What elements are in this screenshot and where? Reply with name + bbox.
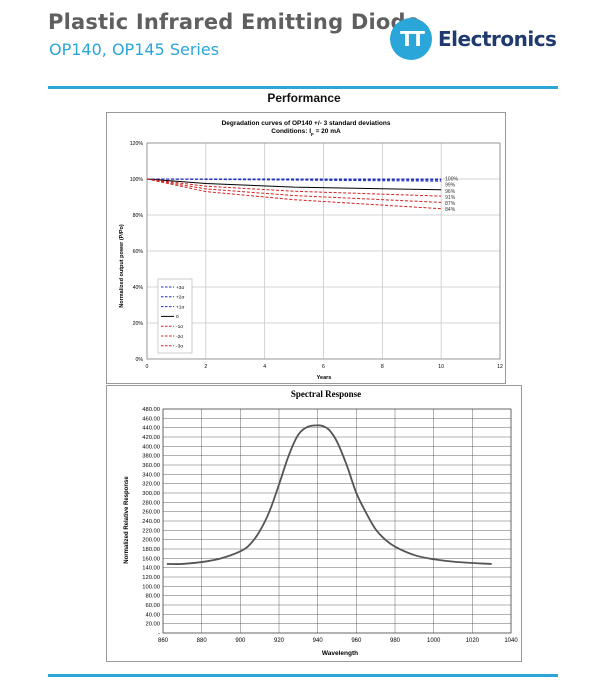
y-tick-label: 340.00 [142,472,160,478]
series-end-label: 84% [445,207,456,213]
y-tick-label: 420.00 [142,435,160,441]
y-tick-label: 20% [133,321,144,327]
y-tick-label: 360.00 [142,463,160,469]
x-tick-label: 4 [263,364,266,370]
y-axis-label: Normalized output power (P/Po) [119,224,125,308]
x-tick-label: 12 [497,364,503,370]
x-tick-label: 960 [351,638,362,644]
legend-entry: 0 [176,314,179,320]
y-tick-label: 20.00 [145,622,160,628]
series-end-label: 100% [445,177,458,183]
company-logo: TT Electronics [390,18,560,62]
spectral-curve [166,424,492,565]
y-tick-label: 160.00 [142,556,160,562]
x-tick-label: 980 [390,638,401,644]
y-tick-label: 40% [133,285,144,291]
legend-entry: -3σ [176,344,183,350]
y-tick-label: 80% [133,213,144,219]
y-tick-label: 60.00 [145,603,160,609]
chart-title: Spectral Response [291,389,361,399]
x-axis-label: Years [317,375,332,381]
chart-legend: +3σ +2σ +1σ 0 -1σ -2σ -3σ [157,278,193,354]
x-tick-label: 900 [235,638,246,644]
x-tick-label: 8 [381,364,384,370]
series-line [146,178,442,197]
y-tick-label: 300.00 [142,491,160,497]
degradation-chart: Degradation curves of OP140 +/- 3 standa… [106,112,506,384]
series-line [146,178,442,210]
series-end-label: 91% [445,195,456,201]
y-tick-label: 240.00 [142,519,160,525]
legend-entry: +2σ [176,295,184,301]
y-tick-label: 440.00 [142,426,160,432]
x-tick-label: 920 [274,638,285,644]
y-tick-label: 180.00 [142,547,160,553]
header-divider [48,86,558,89]
y-tick-label: 260.00 [142,510,160,516]
series-line [146,178,442,191]
y-tick-label: 100% [130,177,144,183]
legend-entry: +3σ [176,285,184,291]
spectral-response-chart: Spectral Response Normalized Relative Re… [106,385,522,662]
y-tick-label: 460.00 [142,416,160,422]
x-tick-label: 1000 [427,638,441,644]
y-axis-label: Normalized Relative Response [124,476,130,564]
section-title: Performance [267,91,341,105]
x-tick-label: 1020 [466,638,480,644]
y-tick-label: 380.00 [142,454,160,460]
series-end-label: 96% [445,189,456,195]
x-tick-label: 860 [158,638,169,644]
y-tick-label: 280.00 [142,500,160,506]
y-tick-label: 140.00 [142,566,160,572]
plot-area [146,142,501,360]
logo-mark-icon: TT [390,18,432,60]
y-tick-label: 0% [136,357,144,363]
y-tick-label: - [158,631,160,637]
y-tick-label: 100.00 [142,584,160,590]
x-tick-label: 1040 [504,638,518,644]
series-line [146,178,442,203]
y-tick-label: 40.00 [145,612,160,618]
x-axis-label: Wavelength [322,650,358,657]
y-tick-label: 80.00 [145,594,160,600]
series-end-label: 99% [445,183,456,189]
document-subtitle: OP140, OP145 Series [49,40,220,59]
x-tick-label: 6 [322,364,325,370]
y-tick-label: 400.00 [142,444,160,450]
y-tick-label: 220.00 [142,528,160,534]
chart-subtitle: Conditions: IF = 20 mA [271,128,341,137]
plot-area [162,408,512,634]
y-tick-label: 200.00 [142,538,160,544]
x-tick-label: 10 [438,364,444,370]
footer-divider [48,674,558,677]
legend-box [157,278,193,354]
chart-title: Degradation curves of OP140 +/- 3 standa… [222,120,391,127]
series-end-label: 87% [445,201,456,207]
x-tick-label: 2 [204,364,207,370]
series-line [146,178,442,182]
y-tick-label: 480.00 [142,407,160,413]
x-tick-label: 940 [313,638,324,644]
y-tick-label: 320.00 [142,482,160,488]
document-title: Plastic Infrared Emitting Diode [48,10,421,34]
y-tick-label: 60% [133,249,144,255]
legend-entry: -2σ [176,334,183,340]
legend-entry: +1σ [176,304,184,310]
logo-text: Electronics [438,27,557,51]
y-tick-label: 120% [130,141,144,147]
y-tick-label: 120.00 [142,575,160,581]
legend-entry: -1σ [176,324,183,330]
x-tick-label: 0 [146,364,149,370]
x-tick-label: 880 [197,638,208,644]
